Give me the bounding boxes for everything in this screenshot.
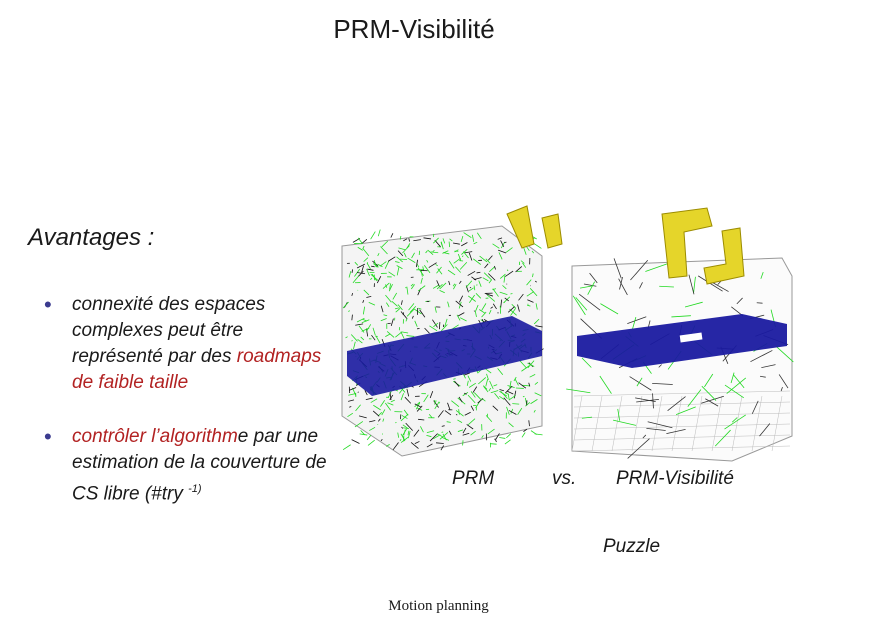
prm-cube	[341, 205, 563, 457]
slide-title: PRM-Visibilité	[333, 14, 495, 44]
footer-text: Motion planning	[388, 598, 489, 614]
bullet2-highlight: contrôler l’algorithm	[72, 426, 238, 447]
caption-prm: PRM	[452, 468, 495, 489]
advantages-list: • connexité des espaces complexes peut ê…	[44, 292, 334, 535]
bullet-dot-icon: •	[44, 424, 52, 449]
bullet-control: • contrôler l’algorithme par une estimat…	[44, 424, 334, 507]
bullet1-text: connexité des espaces complexes peut êtr…	[72, 294, 266, 367]
prm-comparison-figure	[341, 205, 794, 462]
bullet-dot-icon: •	[44, 292, 52, 317]
bullet2-text: e par une estimation de la couverture de…	[72, 426, 327, 505]
bullet2-superscript: -1)	[188, 483, 202, 495]
puzzle-label: Puzzle	[603, 536, 661, 557]
bullet1-highlight: roadmaps de faible taille	[72, 346, 322, 393]
caption-vs: vs.	[552, 468, 577, 489]
caption-prm-visibility: PRM-Visibilité	[616, 468, 734, 489]
avantages-heading: Avantages :	[28, 224, 155, 251]
bullet-connexity: • connexité des espaces complexes peut ê…	[44, 292, 334, 396]
prm-visibility-cube	[566, 207, 794, 462]
